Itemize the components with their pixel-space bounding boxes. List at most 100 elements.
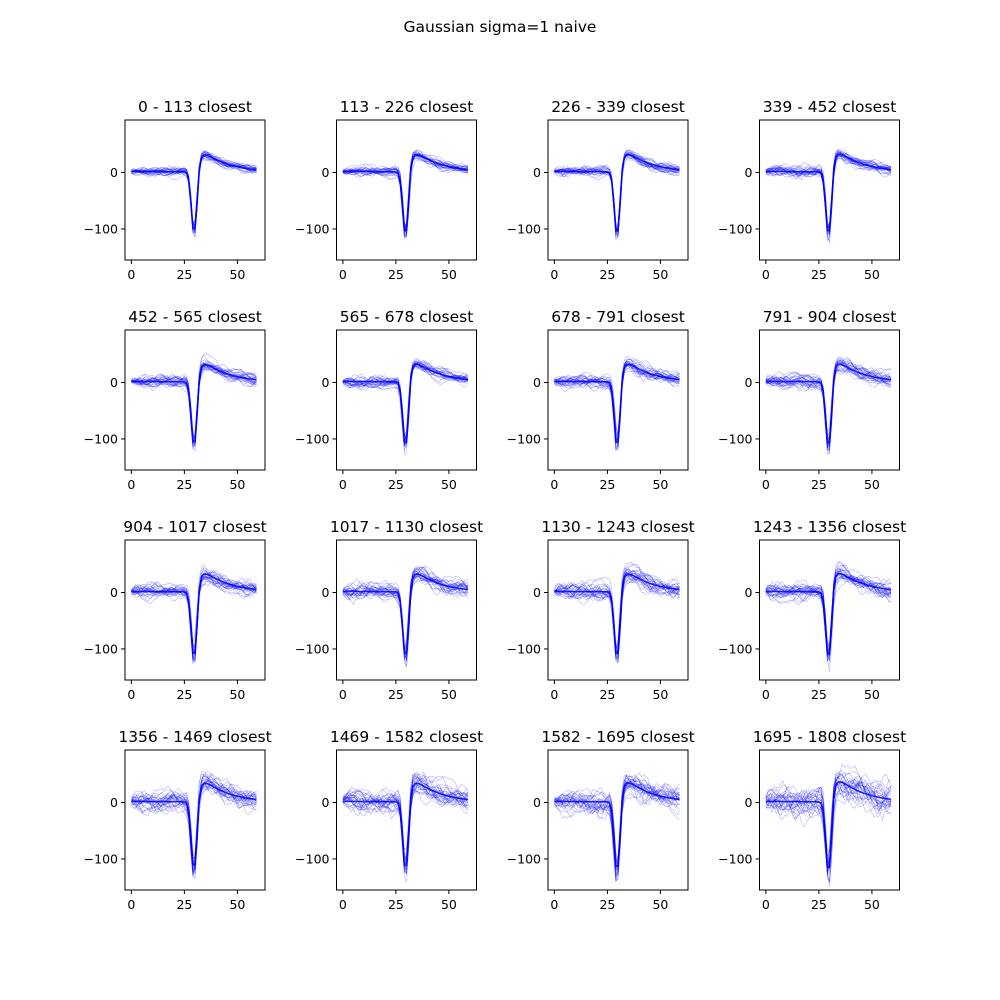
waveform-trace bbox=[765, 574, 892, 655]
waveform-trace bbox=[765, 778, 892, 873]
waveform-trace bbox=[131, 779, 257, 867]
waveform-trace bbox=[342, 150, 469, 234]
axes-frame bbox=[547, 119, 689, 261]
waveform-mean-trace bbox=[765, 363, 892, 444]
x-tick-label: 50 bbox=[652, 477, 668, 492]
axes-frame bbox=[336, 749, 477, 891]
waveform-trace bbox=[554, 781, 680, 882]
waveform-trace bbox=[131, 577, 257, 657]
waveform-trace bbox=[131, 780, 257, 863]
waveform-trace bbox=[554, 571, 680, 652]
waveform-trace bbox=[554, 359, 680, 444]
y-tick-label: 0 bbox=[533, 165, 541, 180]
waveform-trace bbox=[765, 780, 892, 870]
waveform-trace bbox=[342, 572, 469, 662]
subplot-13: 0 25 50 0 −100 1356 - 1469 closest bbox=[84, 728, 272, 912]
waveform-trace bbox=[554, 154, 680, 232]
waveform-mean-trace bbox=[765, 780, 892, 868]
subplot-title: 1356 - 1469 closest bbox=[118, 728, 271, 746]
waveform-trace bbox=[554, 364, 680, 451]
subplot-2: 0 25 50 0 −100 113 - 226 closest bbox=[295, 98, 477, 282]
waveform-traces bbox=[554, 149, 680, 241]
waveform-trace bbox=[765, 152, 892, 235]
waveform-trace bbox=[765, 564, 892, 652]
waveform-trace bbox=[554, 782, 680, 870]
waveform-trace bbox=[554, 787, 680, 878]
waveform-trace bbox=[765, 573, 892, 647]
waveform-trace bbox=[342, 154, 469, 237]
axes-frame bbox=[124, 119, 266, 261]
x-tick-label: 0 bbox=[339, 897, 347, 912]
x-tick-label: 0 bbox=[550, 477, 558, 492]
x-tick-label: 25 bbox=[811, 687, 827, 702]
waveform-traces bbox=[765, 763, 892, 887]
waveform-trace bbox=[342, 572, 469, 661]
x-tick-label: 0 bbox=[127, 687, 135, 702]
waveform-trace bbox=[554, 577, 680, 659]
waveform-trace bbox=[342, 567, 469, 656]
waveform-trace bbox=[342, 788, 469, 850]
waveform-trace bbox=[554, 153, 680, 237]
waveform-trace bbox=[131, 362, 257, 439]
waveform-trace bbox=[554, 154, 680, 229]
y-tick-label: −100 bbox=[718, 221, 752, 236]
waveform-trace bbox=[765, 152, 892, 228]
waveform-trace bbox=[342, 151, 469, 230]
y-tick-label: −100 bbox=[718, 641, 752, 656]
waveform-trace bbox=[342, 565, 469, 661]
subplot-title: 339 - 452 closest bbox=[763, 98, 897, 116]
waveform-trace bbox=[131, 359, 257, 444]
x-tick-label: 0 bbox=[762, 267, 770, 282]
waveform-trace bbox=[554, 154, 680, 233]
waveform-trace bbox=[342, 360, 469, 443]
waveform-trace bbox=[554, 783, 680, 860]
waveform-trace bbox=[765, 358, 892, 447]
x-tick-label: 25 bbox=[176, 267, 192, 282]
subplot-14: 0 25 50 0 −100 1469 - 1582 closest bbox=[295, 728, 483, 912]
waveform-trace bbox=[554, 783, 680, 872]
waveform-trace bbox=[342, 363, 469, 451]
waveform-trace bbox=[131, 158, 257, 227]
y-tick-label: 0 bbox=[745, 165, 753, 180]
waveform-trace bbox=[342, 570, 469, 656]
subplot-grid: 0 25 50 0 −100 0 - 113 closest 0 25 50 0 −100 113 -… bbox=[84, 98, 907, 912]
waveform-trace bbox=[765, 570, 892, 662]
waveform-trace bbox=[765, 777, 892, 874]
waveform-trace bbox=[554, 785, 680, 882]
waveform-trace bbox=[765, 369, 892, 440]
axes-frame bbox=[547, 539, 689, 681]
waveform-trace bbox=[342, 771, 469, 858]
waveform-trace bbox=[131, 773, 257, 872]
x-tick-label: 25 bbox=[388, 477, 404, 492]
waveform-mean-trace bbox=[765, 153, 892, 232]
waveform-trace bbox=[554, 367, 680, 438]
waveform-trace bbox=[131, 571, 257, 662]
waveform-mean-trace bbox=[342, 363, 469, 443]
y-tick-label: −100 bbox=[84, 221, 118, 236]
subplot-15: 0 25 50 0 −100 1582 - 1695 closest bbox=[507, 728, 695, 912]
waveform-trace bbox=[554, 779, 680, 868]
subplot-6: 0 25 50 0 −100 565 - 678 closest bbox=[295, 308, 477, 492]
waveform-trace bbox=[342, 363, 469, 443]
waveform-trace bbox=[131, 363, 257, 447]
waveform-trace bbox=[342, 362, 469, 440]
waveform-trace bbox=[765, 775, 892, 853]
waveform-trace bbox=[342, 157, 469, 230]
waveform-trace bbox=[554, 578, 680, 652]
waveform-trace bbox=[131, 568, 257, 647]
waveform-trace bbox=[765, 568, 892, 648]
waveform-trace bbox=[554, 152, 680, 232]
waveform-trace bbox=[765, 569, 892, 646]
waveform-trace bbox=[131, 354, 257, 438]
waveform-trace bbox=[342, 359, 469, 456]
y-tick-label: −100 bbox=[295, 641, 329, 656]
waveform-trace bbox=[342, 155, 469, 231]
waveform-trace bbox=[765, 361, 892, 455]
waveform-trace bbox=[131, 784, 257, 876]
y-tick-label: −100 bbox=[507, 431, 541, 446]
x-tick-label: 0 bbox=[550, 897, 558, 912]
waveform-traces bbox=[554, 355, 680, 452]
y-tick-label: −100 bbox=[84, 851, 118, 866]
waveform-trace bbox=[342, 776, 469, 861]
axes-frame bbox=[336, 539, 477, 681]
